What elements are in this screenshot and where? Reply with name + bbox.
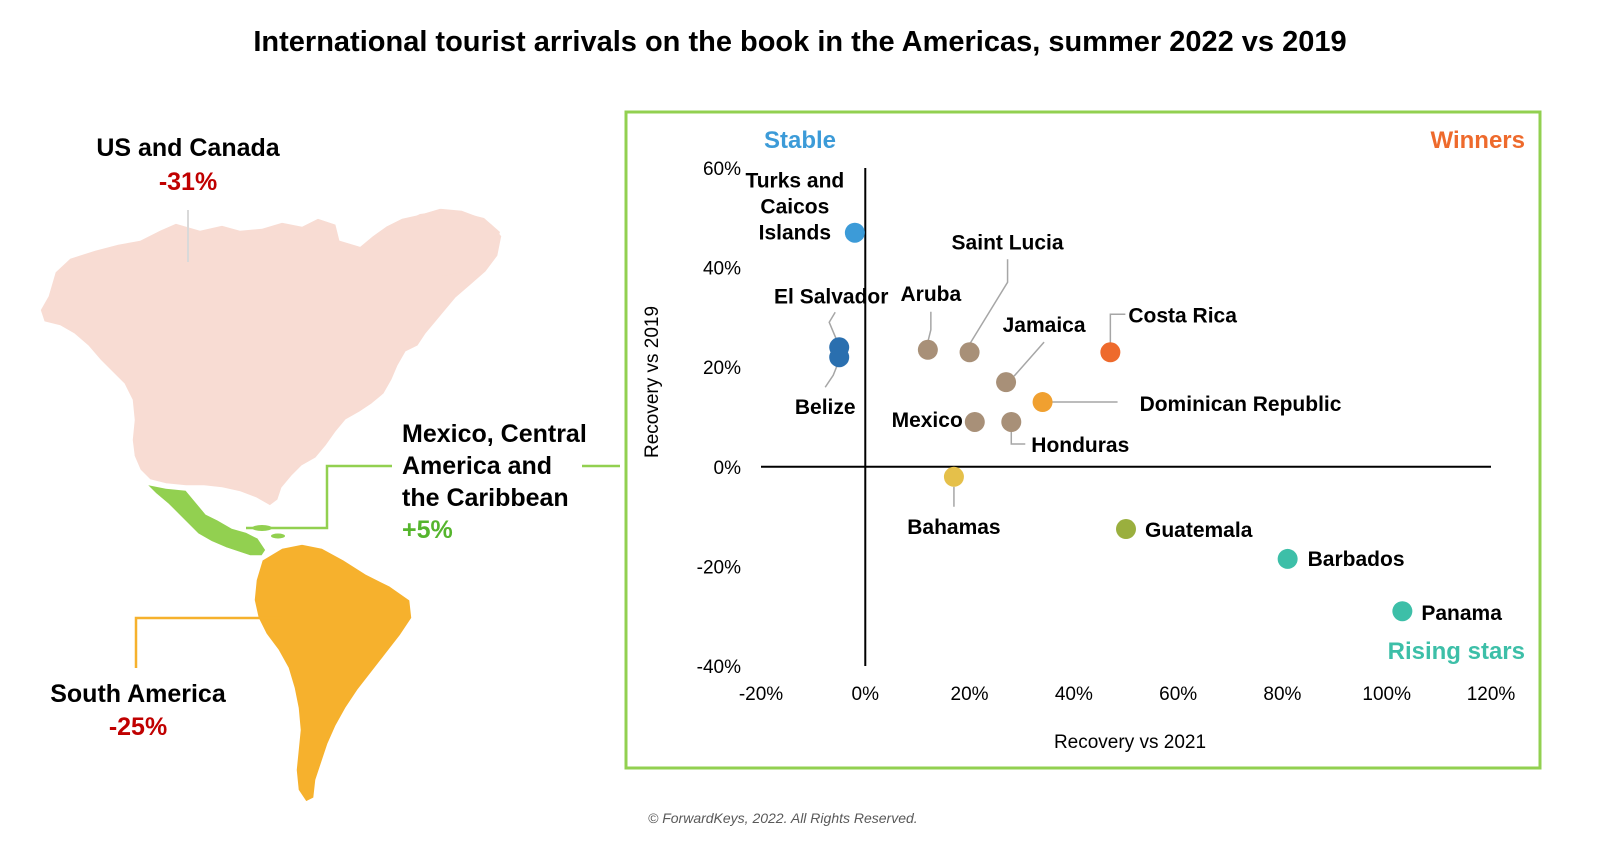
- point-label: Belize: [795, 396, 856, 419]
- point-label: Bahamas: [907, 516, 1000, 539]
- point-leader-line: [927, 311, 932, 342]
- point-label-line: Turks and: [745, 170, 844, 193]
- point-label: Guatemala: [1145, 519, 1253, 542]
- americas-map: [39, 207, 620, 803]
- x-axis-title: Recovery vs 2021: [1054, 732, 1206, 753]
- point-label: Aruba: [901, 283, 962, 306]
- point-label-line: Honduras: [1031, 434, 1129, 457]
- x-tick-label: 0%: [852, 684, 880, 705]
- data-point: [917, 339, 938, 360]
- point-label-line: Islands: [759, 222, 831, 245]
- point-leader-line: [1109, 313, 1126, 345]
- mexico-label: Mexico, Central America and the Caribbea…: [402, 418, 632, 546]
- x-tick-label: 80%: [1263, 684, 1301, 705]
- mexico-change: +5%: [402, 516, 453, 544]
- x-tick-label: -20%: [739, 684, 783, 705]
- point-leader-line: [1010, 429, 1026, 445]
- point-leader-line: [824, 364, 838, 388]
- point-label: Turks and Caicos Islands: [745, 170, 844, 245]
- data-point: [1116, 519, 1136, 540]
- x-tick-label: 100%: [1362, 684, 1411, 705]
- point-leader-line: [1013, 341, 1045, 377]
- point-label-line: Panama: [1421, 602, 1502, 625]
- point-leader-line: [968, 259, 1009, 345]
- point-label: Saint Lucia: [952, 231, 1064, 254]
- quadrant-stable-label: Stable: [764, 127, 836, 154]
- point-label-line: Barbados: [1308, 548, 1405, 571]
- point-label: Mexico: [892, 409, 963, 432]
- mexico-central-america-shape: [143, 482, 267, 557]
- point-label: Panama: [1421, 602, 1502, 625]
- y-axis-title: Recovery vs 2019: [642, 306, 663, 458]
- data-point: [1100, 342, 1121, 363]
- point-label: Dominican Republic: [1140, 393, 1342, 416]
- point-label: El Salvador: [774, 285, 888, 308]
- point-label-line: Bahamas: [907, 516, 1000, 539]
- y-tick-label: 60%: [703, 159, 741, 180]
- chart-frame: [624, 110, 1542, 770]
- point-label-line: El Salvador: [774, 285, 888, 308]
- data-point: [959, 342, 980, 363]
- point-label-line: Belize: [795, 396, 856, 419]
- point-label-line: Aruba: [901, 283, 962, 306]
- point-label: Barbados: [1308, 548, 1405, 571]
- data-point: [1032, 392, 1053, 413]
- data-point: [844, 222, 865, 243]
- point-label: Jamaica: [1003, 314, 1086, 337]
- greenland-shape: [392, 210, 500, 276]
- y-tick-label: -20%: [697, 557, 741, 578]
- south-america-shape: [253, 543, 413, 803]
- point-label: Honduras: [1031, 434, 1129, 457]
- y-tick-label: 20%: [703, 358, 741, 379]
- data-point: [1277, 548, 1298, 569]
- data-point: [943, 466, 964, 487]
- point-label-line: Mexico: [892, 409, 963, 432]
- data-point: [996, 372, 1017, 393]
- point-label-line: Caicos: [760, 196, 829, 219]
- point-label-line: Costa Rica: [1128, 304, 1237, 327]
- mexico-label-line: America and: [402, 452, 553, 480]
- point-label-line: Dominican Republic: [1140, 393, 1342, 416]
- quadrant-winners-label: Winners: [1431, 127, 1525, 154]
- south-america-leader: [134, 616, 282, 668]
- y-tick-label: 0%: [714, 458, 742, 479]
- mexico-label-line: the Caribbean: [402, 484, 569, 512]
- point-leader-line: [828, 311, 838, 342]
- x-tick-label: 20%: [951, 684, 989, 705]
- x-tick-label: 120%: [1467, 684, 1516, 705]
- point-label-line: Saint Lucia: [952, 231, 1064, 254]
- chart-title: International tourist arrivals on the bo…: [253, 26, 1347, 58]
- data-point: [1001, 411, 1022, 432]
- quadrant-rising-label: Rising stars: [1388, 638, 1525, 665]
- us-canada-shape: [39, 207, 503, 507]
- mexico-leader: [246, 464, 392, 530]
- us-canada-change: -31%: [158, 168, 218, 196]
- south-america-label: South America: [50, 680, 226, 708]
- data-point: [1392, 601, 1413, 622]
- us-canada-label: US and Canada: [96, 134, 280, 162]
- mexico-label-line: Mexico, Central: [402, 420, 587, 448]
- point-label-line: Guatemala: [1145, 519, 1253, 542]
- copyright-notice: © ForwardKeys, 2022. All Rights Reserved…: [648, 810, 918, 826]
- point-label-line: Jamaica: [1003, 314, 1086, 337]
- x-tick-label: 60%: [1159, 684, 1197, 705]
- caribbean-island-shape: [271, 533, 285, 539]
- south-america-change: -25%: [108, 713, 168, 741]
- y-tick-label: -40%: [697, 657, 741, 678]
- x-tick-label: 40%: [1055, 684, 1093, 705]
- y-tick-label: 40%: [703, 259, 741, 280]
- data-point: [964, 411, 985, 432]
- data-point: [829, 347, 850, 368]
- point-label: Costa Rica: [1128, 304, 1237, 327]
